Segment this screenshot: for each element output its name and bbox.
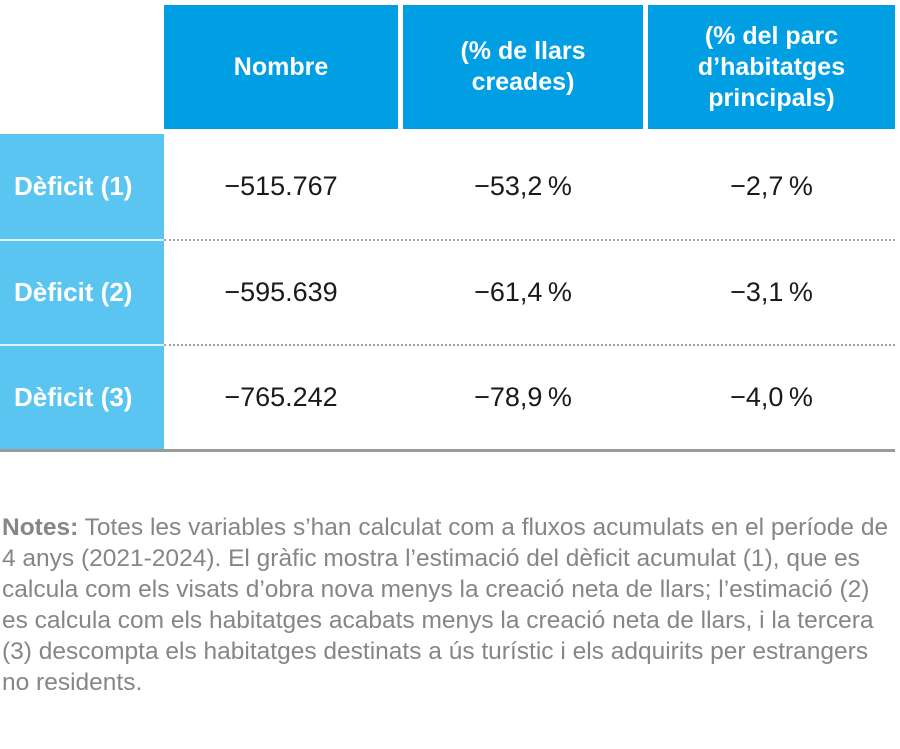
column-header-label: Nombre xyxy=(233,52,329,81)
cell-nombre: −515.767 xyxy=(224,171,338,201)
cell-pct-llars: −53,2 % xyxy=(474,171,572,201)
table-row-deficit-2: Dèficit (2) −595.639 −61,4 % −3,1 % xyxy=(0,239,895,344)
cell-nombre: −595.639 xyxy=(224,277,338,307)
cell-pct-parc: −3,1 % xyxy=(730,277,813,307)
notes-text: Totes les variables s’han calculat com a… xyxy=(2,514,889,696)
column-header-label: (% del parc d’habitatges principals) xyxy=(697,21,846,112)
column-header-label: (% de llars creades) xyxy=(460,37,586,96)
column-header-pct-llars: (% de llars creades) xyxy=(403,5,643,129)
table-row-deficit-3: Dèficit (3) −765.242 −78,9 % −4,0 % xyxy=(0,344,895,449)
table-body: Dèficit (1) −515.767 −53,2 % −2,7 % Dèfi… xyxy=(0,134,895,452)
row-label: Dèficit (3) xyxy=(0,344,164,449)
figure-notes: Notes: Totes les variables s’han calcula… xyxy=(0,512,896,698)
column-header-pct-parc: (% del parc d’habitatges principals) xyxy=(648,5,895,129)
table-row-deficit-1: Dèficit (1) −515.767 −53,2 % −2,7 % xyxy=(0,134,895,239)
row-label: Dèficit (2) xyxy=(0,239,164,344)
table-header-row: Nombre (% de llars creades) (% del parc … xyxy=(0,0,900,129)
row-label: Dèficit (1) xyxy=(0,134,164,239)
cell-pct-parc: −2,7 % xyxy=(730,171,813,201)
cell-pct-llars: −78,9 % xyxy=(474,382,572,412)
cell-pct-llars: −61,4 % xyxy=(474,277,572,307)
notes-label: Notes: xyxy=(2,514,79,541)
column-header-nombre: Nombre xyxy=(164,5,398,129)
cell-nombre: −765.242 xyxy=(224,382,338,412)
cell-pct-parc: −4,0 % xyxy=(730,382,813,412)
table-corner-spacer xyxy=(0,5,164,129)
